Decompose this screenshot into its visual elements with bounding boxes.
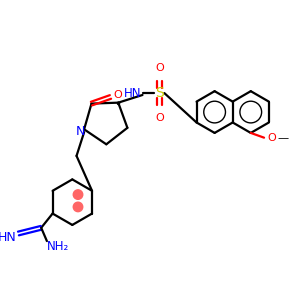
Text: S: S <box>155 86 164 100</box>
Text: O: O <box>155 63 164 74</box>
Circle shape <box>73 190 83 199</box>
Text: O: O <box>267 133 276 143</box>
Text: O: O <box>114 90 122 100</box>
Text: —: — <box>278 133 289 143</box>
Text: HN: HN <box>0 231 16 244</box>
Text: NH₂: NH₂ <box>47 240 69 253</box>
Circle shape <box>73 202 83 212</box>
Text: HN: HN <box>124 87 142 100</box>
Text: O: O <box>155 113 164 123</box>
Text: N: N <box>76 125 85 138</box>
